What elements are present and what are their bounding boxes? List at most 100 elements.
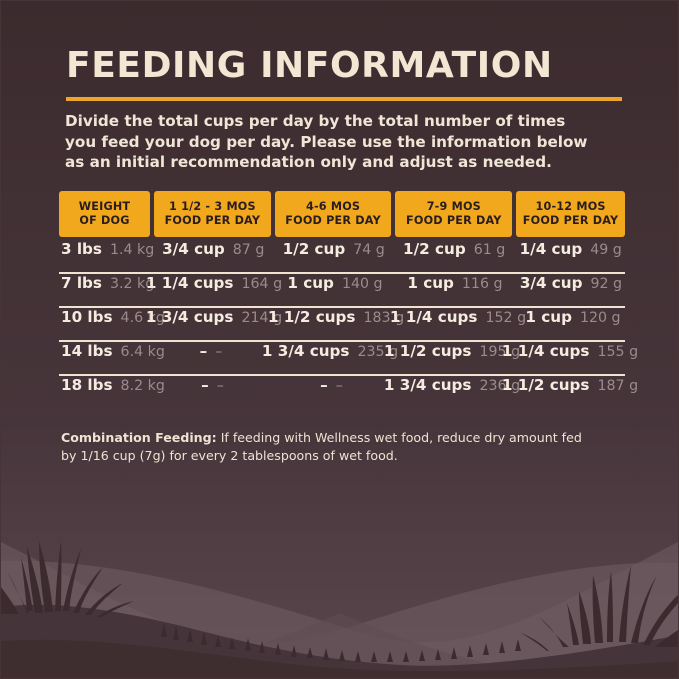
grams-value: 87 g bbox=[232, 242, 265, 258]
page-title: FEEDING INFORMATION bbox=[66, 45, 553, 86]
grams-value: 164 g bbox=[241, 276, 283, 292]
grams-value: 120 g bbox=[579, 310, 621, 326]
table-header-cell-4: 10-12 MOS FOOD PER DAY bbox=[516, 191, 625, 237]
weight-kg: 3.2 kg bbox=[109, 276, 155, 292]
weight-lbs: 18 lbs bbox=[61, 376, 113, 394]
footnote-label: Combination Feeding: bbox=[61, 430, 217, 445]
cups-value: 1 3/4 cups bbox=[145, 308, 234, 326]
weight-cell: 3 lbs 1.4 kg bbox=[59, 240, 155, 272]
cups-value: 1 cup bbox=[525, 308, 572, 326]
weight-lbs: 7 lbs bbox=[61, 274, 102, 292]
weight-lbs: 10 lbs bbox=[61, 308, 113, 326]
weight-cell: 14 lbs 6.4 kg bbox=[59, 342, 165, 374]
table-header-cell-1: 1 1/2 - 3 MOS FOOD PER DAY bbox=[154, 191, 271, 237]
table-header-cell-2: 4-6 MOS FOOD PER DAY bbox=[274, 191, 392, 237]
cups-value: 1 1/2 cups bbox=[501, 376, 590, 394]
grams-value: 236 g bbox=[479, 378, 521, 394]
cups-value: 1 1/4 cups bbox=[145, 274, 234, 292]
cups-value: – bbox=[320, 376, 328, 394]
grams-value: 187 g bbox=[597, 378, 639, 394]
feeding-cell: 1 3/4 cups 214 g bbox=[146, 308, 282, 340]
cups-value: 1 cup bbox=[407, 274, 454, 292]
header-line-1: 10-12 MOS bbox=[535, 200, 606, 213]
grams-value: 49 g bbox=[590, 242, 622, 258]
feeding-cell: 1 3/4 cups 235 g bbox=[262, 342, 398, 374]
grass-tufts-right bbox=[521, 565, 678, 651]
feeding-cell: 1 3/4 cups 236 g bbox=[384, 376, 520, 410]
grams-value: 152 g bbox=[485, 310, 527, 326]
cups-value: 3/4 cup bbox=[162, 240, 225, 258]
grams-value: 214 g bbox=[241, 310, 283, 326]
combination-feeding-footnote: Combination Feeding: If feeding with Wel… bbox=[61, 429, 601, 464]
feeding-cell: 1 cup 120 g bbox=[521, 308, 625, 340]
footnote-text: If feeding with Wellness wet food, reduc… bbox=[61, 430, 582, 463]
header-line-1: 7-9 MOS bbox=[426, 200, 481, 213]
grams-value: 155 g bbox=[597, 344, 639, 360]
feeding-cell: 1 1/2 cups 195 g bbox=[384, 342, 520, 374]
table-header-cell-0: WEIGHT OF DOG bbox=[59, 191, 151, 237]
header-line-1: 1 1/2 - 3 MOS bbox=[169, 200, 256, 213]
weight-lbs: 3 lbs bbox=[61, 240, 102, 258]
grams-value: 183 g bbox=[363, 310, 405, 326]
feeding-cell: 1 1/4 cups 152 g bbox=[390, 308, 526, 340]
cups-value: – bbox=[201, 376, 209, 394]
cups-value: 1/2 cup bbox=[282, 240, 346, 258]
feeding-cell: 1 1/2 cups 187 g bbox=[502, 376, 638, 410]
grass-tufts-left bbox=[1, 541, 134, 617]
grams-value: 116 g bbox=[461, 276, 503, 292]
foreground-ground bbox=[1, 639, 678, 678]
grams-value: – bbox=[215, 344, 223, 360]
grams-value: 195 g bbox=[479, 344, 521, 360]
grams-value: 61 g bbox=[473, 242, 506, 258]
header-line-1: 4-6 MOS bbox=[305, 200, 361, 213]
weight-lbs: 14 lbs bbox=[61, 342, 113, 360]
feeding-cell: 1/2 cup 61 g bbox=[396, 240, 512, 272]
feeding-cell: – – bbox=[155, 342, 267, 374]
feeding-cell: 1 1/4 cups 155 g bbox=[502, 342, 638, 374]
cups-value: 1 3/4 cups bbox=[261, 342, 350, 360]
cups-value: 1 3/4 cups bbox=[383, 376, 472, 394]
cups-value: 1/2 cup bbox=[403, 240, 466, 258]
grams-value: 235 g bbox=[357, 344, 399, 360]
grams-value: – bbox=[335, 378, 343, 394]
header-line-2: FOOD PER DAY bbox=[164, 213, 261, 227]
feeding-cell: 1 1/2 cups 183 g bbox=[268, 308, 404, 340]
header-line-1: WEIGHT bbox=[78, 200, 131, 213]
weight-kg: 6.4 kg bbox=[120, 344, 165, 360]
grams-value: 92 g bbox=[590, 276, 623, 292]
grass-blades-low-left bbox=[161, 623, 521, 662]
header-line-2: FOOD PER DAY bbox=[285, 213, 381, 227]
table-header-cell-3: 7-9 MOS FOOD PER DAY bbox=[395, 191, 513, 237]
feeding-cell: – – bbox=[274, 376, 389, 410]
header-line-2: OF DOG bbox=[79, 213, 130, 227]
cups-value: 1/4 cup bbox=[519, 240, 583, 258]
feeding-cell: 1 cup 140 g bbox=[277, 274, 393, 306]
feeding-cell: 3/4 cup 92 g bbox=[517, 274, 625, 306]
feeding-cell: 1/2 cup 74 g bbox=[275, 240, 391, 272]
header-line-2: FOOD PER DAY bbox=[522, 213, 619, 227]
cups-value: 1 1/2 cups bbox=[383, 342, 472, 360]
weight-cell: 7 lbs 3.2 kg bbox=[59, 274, 155, 306]
table-row: 3 lbs 1.4 kg 3/4 cup 87 g 1/2 cup 74 g 1/2 cup… bbox=[59, 240, 625, 274]
feeding-cell: 1/4 cup 49 g bbox=[516, 240, 625, 272]
weight-cell: 10 lbs 4.6 kg bbox=[59, 308, 165, 340]
grams-value: 74 g bbox=[353, 242, 385, 258]
weight-kg: 1.4 kg bbox=[109, 242, 155, 258]
cups-value: 1 cup bbox=[287, 274, 334, 292]
cups-value: 1 1/4 cups bbox=[389, 308, 478, 326]
table-body: 3 lbs 1.4 kg 3/4 cup 87 g 1/2 cup 74 g 1/2 cup… bbox=[59, 240, 638, 410]
weight-kg: 4.6 kg bbox=[120, 310, 165, 326]
grams-value: 140 g bbox=[341, 276, 383, 292]
feeding-cell: 1 1/4 cups 164 g bbox=[146, 274, 282, 306]
title-divider-rule bbox=[66, 97, 622, 101]
grams-value: – bbox=[216, 378, 224, 394]
weight-cell: 18 lbs 8.2 kg bbox=[59, 376, 165, 410]
table-header-row: WEIGHT OF DOG 1 1/2 - 3 MOS FOOD PER DAY 4-6… bbox=[59, 191, 625, 237]
weight-kg: 8.2 kg bbox=[120, 378, 165, 394]
